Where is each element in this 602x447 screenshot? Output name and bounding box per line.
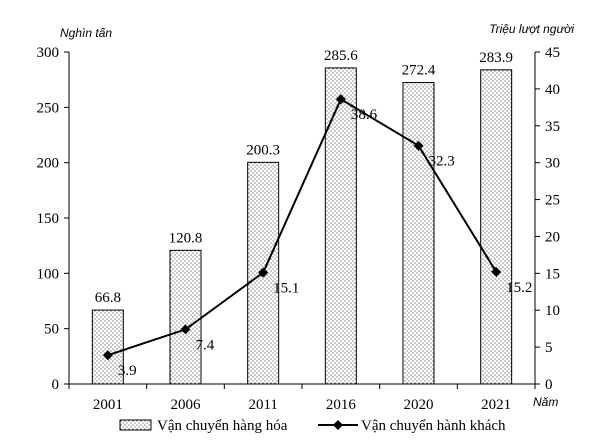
right-axis-unit: Triệu lượt người xyxy=(489,22,574,36)
line-point xyxy=(180,324,191,335)
bar xyxy=(91,309,124,385)
line-point xyxy=(335,94,346,105)
plot-area: 0 50 100 150 200 250 300 0 5 10 15 20 25 30 35 40 45 2001… xyxy=(37,45,561,413)
bar-data-label: 283.9 xyxy=(479,50,513,66)
bar xyxy=(169,249,202,385)
right-tick-label: 5 xyxy=(545,340,553,356)
line-data-label: 3.9 xyxy=(118,363,137,379)
legend-swatch-bar xyxy=(119,419,152,431)
x-tick-label: 2021 xyxy=(481,397,511,413)
legend: Vận chuyển hàng hóa Vận chuyển hành khách xyxy=(119,418,506,434)
left-tick-label: 200 xyxy=(37,156,60,172)
x-tick-label: 2011 xyxy=(248,397,277,413)
line-point xyxy=(413,140,424,151)
line-data-label: 15.1 xyxy=(273,281,299,297)
right-tick-label: 10 xyxy=(545,303,560,319)
left-tick-label: 300 xyxy=(37,45,60,61)
line-data-label: 7.4 xyxy=(196,337,215,353)
bar-data-label: 200.3 xyxy=(246,142,280,158)
left-tick-label: 50 xyxy=(44,322,59,338)
right-tick-label: 30 xyxy=(545,156,560,172)
legend-label-bar: Vận chuyển hàng hóa xyxy=(157,418,288,434)
bar-data-label: 272.4 xyxy=(402,63,436,79)
right-tick-label: 40 xyxy=(545,82,560,98)
x-tick-label: 2006 xyxy=(171,397,202,413)
x-tick-label: 2016 xyxy=(326,397,357,413)
x-axis-unit: Năm xyxy=(533,395,558,409)
line-data-label: 32.3 xyxy=(429,154,455,170)
right-tick-label: 20 xyxy=(545,229,560,245)
line-point xyxy=(102,350,113,361)
line-point xyxy=(491,266,502,277)
legend-label-line: Vận chuyển hành khách xyxy=(361,418,506,434)
line-point xyxy=(258,267,269,278)
right-tick-label: 35 xyxy=(545,119,560,135)
left-tick-label: 100 xyxy=(37,266,60,282)
left-tick-label: 0 xyxy=(52,377,60,393)
bar xyxy=(402,82,435,385)
line-series xyxy=(107,97,498,357)
x-tick-label: 2020 xyxy=(404,397,434,413)
bar-data-label: 285.6 xyxy=(324,48,358,64)
bar-data-label: 120.8 xyxy=(169,230,203,246)
bar xyxy=(480,69,513,385)
x-tick-label: 2001 xyxy=(93,397,123,413)
left-axis-unit: Nghìn tấn xyxy=(60,26,112,40)
bar-data-label: 66.8 xyxy=(95,290,121,306)
legend-swatch-marker xyxy=(333,420,343,430)
left-tick-label: 250 xyxy=(37,100,60,116)
right-tick-label: 45 xyxy=(545,45,560,61)
line-data-label: 38.6 xyxy=(351,107,378,123)
right-tick-label: 25 xyxy=(545,193,560,209)
right-tick-label: 15 xyxy=(545,266,560,282)
right-tick-label: 0 xyxy=(545,377,553,393)
line-data-label: 15.2 xyxy=(506,280,532,296)
left-tick-label: 150 xyxy=(37,211,60,227)
